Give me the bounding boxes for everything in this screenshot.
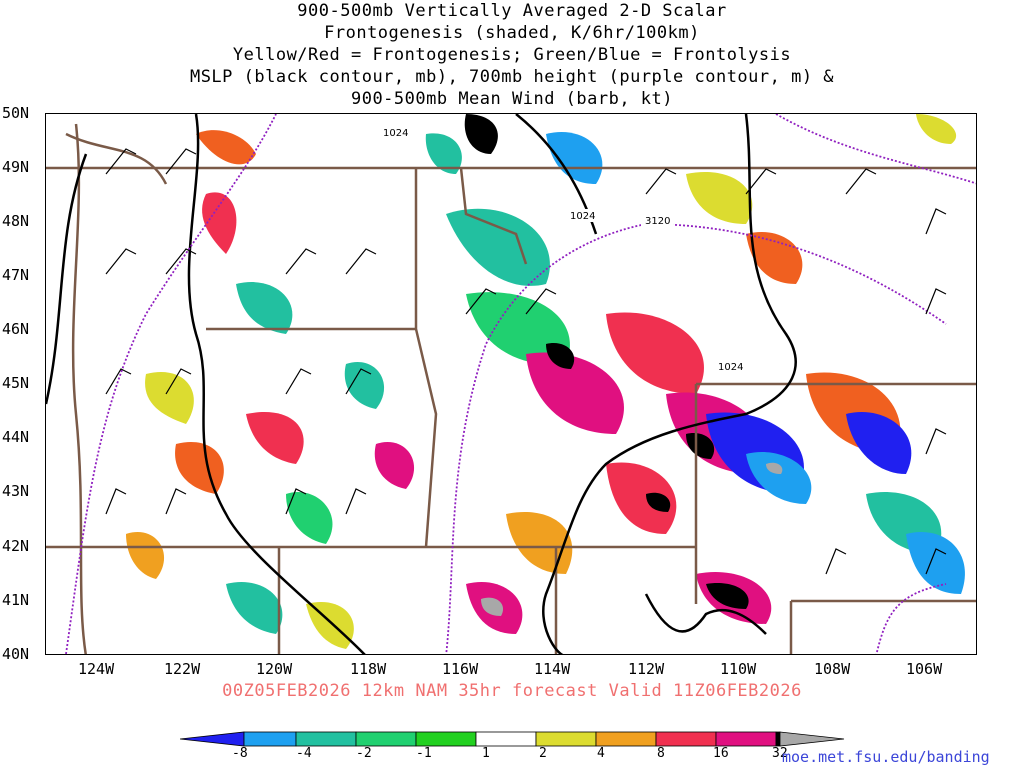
lat-label: 50N	[2, 104, 30, 122]
lon-label: 114W	[534, 660, 571, 678]
colorbar-cell	[775, 731, 781, 747]
colorbar-label: -2	[356, 746, 372, 761]
lat-label: 40N	[2, 645, 30, 663]
height-label: 3120	[645, 216, 670, 227]
colorbar-cell	[535, 731, 597, 747]
lat-label: 45N	[2, 374, 30, 392]
colorbar-cell	[595, 731, 657, 747]
lat-label: 41N	[2, 591, 30, 609]
lon-label: 112W	[628, 660, 665, 678]
title-line-2: Frontogenesis (shaded, K/6hr/100km)	[324, 23, 700, 43]
lat-label: 46N	[2, 320, 30, 338]
colorbar-cell	[715, 731, 777, 747]
colorbar-label: 8	[657, 746, 665, 761]
title-line-3: Yellow/Red = Frontogenesis; Green/Blue =…	[232, 45, 792, 65]
map-frame: 1024 1024 1024 3120	[45, 113, 977, 655]
lon-label: 116W	[442, 660, 479, 678]
colorbar-label: 4	[597, 746, 605, 761]
lat-label: 44N	[2, 428, 30, 446]
lon-label: 118W	[350, 660, 387, 678]
colorbar-label: 2	[539, 746, 547, 761]
frontogenesis-map: 1024 1024 1024 3120	[46, 114, 976, 654]
colorbar-cell	[779, 731, 845, 747]
lat-label: 43N	[2, 482, 30, 500]
forecast-valid-text: 00Z05FEB2026 12km NAM 35hr forecast Vali…	[222, 681, 802, 701]
lon-label: 106W	[906, 660, 943, 678]
colorbar-label: 16	[713, 746, 729, 761]
lon-label: 120W	[256, 660, 293, 678]
lat-label: 48N	[2, 212, 30, 230]
mslp-label-1: 1024	[383, 128, 408, 139]
colorbar-cell	[415, 731, 477, 747]
lon-label: 110W	[720, 660, 757, 678]
title-line-5: 900-500mb Mean Wind (barb, kt)	[350, 89, 674, 109]
colorbar-label: 1	[482, 746, 490, 761]
colorbar-cell	[243, 731, 297, 747]
mslp-label-3: 1024	[718, 362, 743, 373]
lon-label: 108W	[814, 660, 851, 678]
colorbar-cell	[655, 731, 717, 747]
title-line-4: MSLP (black contour, mb), 700mb height (…	[189, 67, 835, 87]
colorbar-cell	[475, 731, 537, 747]
lat-label: 49N	[2, 158, 30, 176]
lon-label: 124W	[78, 660, 115, 678]
wind-barbs	[105, 148, 947, 575]
source-credit: moe.met.fsu.edu/banding	[782, 748, 990, 766]
colorbar-label: 32	[772, 746, 788, 761]
colorbar-cell	[355, 731, 417, 747]
shading-layer	[126, 114, 965, 649]
colorbar-label: -8	[232, 746, 248, 761]
colorbar-label: -1	[416, 746, 432, 761]
colorbar-label: -4	[296, 746, 312, 761]
lat-label: 47N	[2, 266, 30, 284]
colorbar-cell	[180, 731, 245, 747]
mslp-contours	[46, 114, 797, 654]
lat-label: 42N	[2, 537, 30, 555]
contour-labels: 1024 1024 1024 3120	[379, 126, 746, 373]
height-contours	[65, 114, 976, 654]
title-line-1: 900-500mb Vertically Averaged 2-D Scalar	[297, 1, 727, 21]
colorbar-cell	[295, 731, 357, 747]
mslp-label-2: 1024	[570, 211, 595, 222]
colorbar	[180, 731, 845, 747]
lon-label: 122W	[164, 660, 201, 678]
